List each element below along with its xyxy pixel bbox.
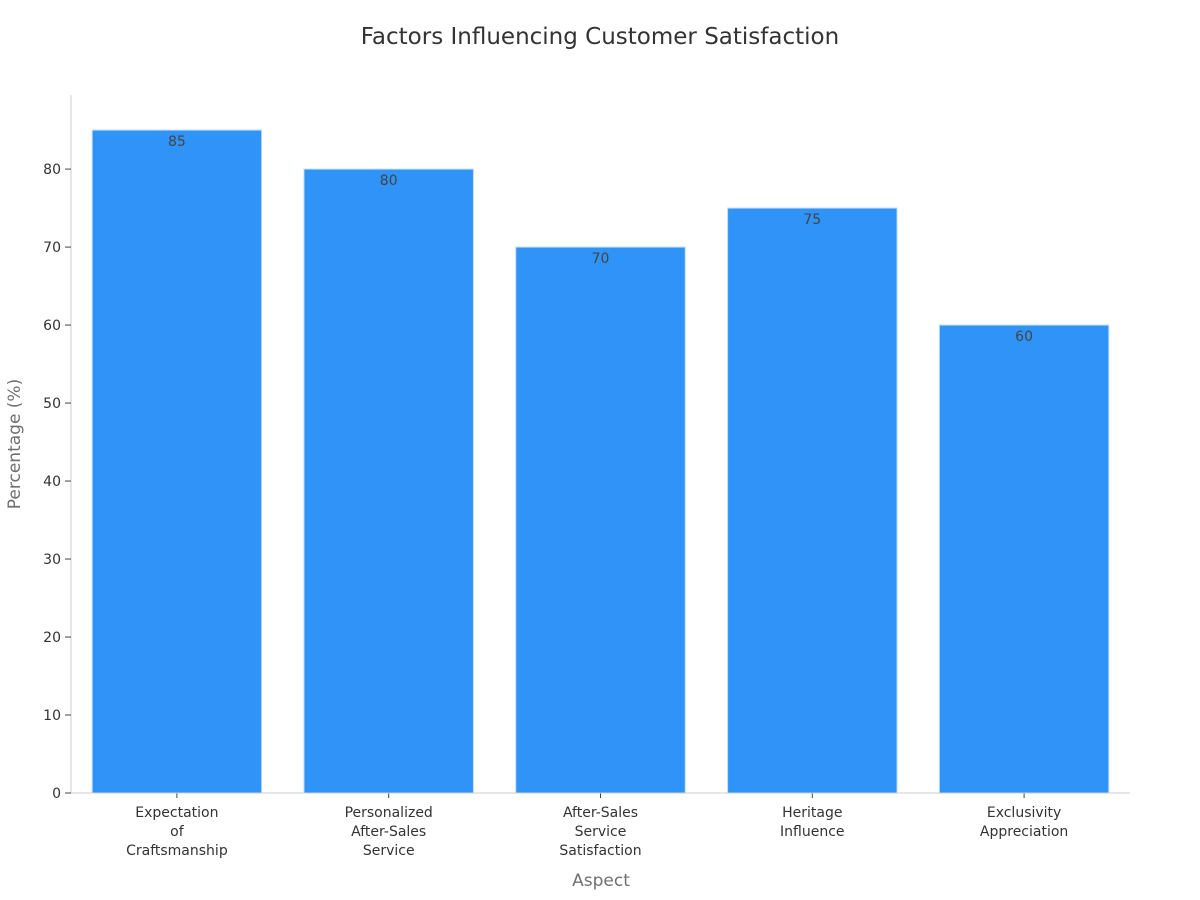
category-label-3: After-Sales Service Satisfaction [559, 805, 641, 859]
y-tick-label-0: 0 [52, 786, 61, 802]
data-label-3: 70 [592, 251, 610, 267]
bar-2 [303, 168, 474, 794]
category-label-4: Heritage Influence [780, 805, 845, 840]
bar-4 [727, 207, 898, 794]
bar-3 [515, 246, 686, 794]
y-tick-label-40: 40 [43, 474, 61, 490]
bars-layer: 85 80 70 75 60 [91, 129, 1110, 794]
chart-title: Factors Influencing Customer Satisfactio… [360, 24, 840, 50]
x-axis-title: Aspect [572, 871, 630, 891]
y-tick-label-10: 10 [43, 708, 61, 724]
y-axis-title: Percentage (%) [5, 379, 25, 509]
y-tick-label-70: 70 [43, 240, 61, 256]
data-label-2: 80 [380, 173, 398, 189]
data-label-4: 75 [803, 212, 821, 228]
data-label-5: 60 [1015, 329, 1033, 345]
bar-1 [91, 129, 263, 794]
y-tick-label-80: 80 [43, 162, 61, 178]
y-tick-label-20: 20 [43, 630, 61, 646]
y-tick-label-30: 30 [43, 552, 61, 568]
data-label-1: 85 [168, 134, 186, 150]
axes-layer: Expectation of Craftsmanship Personalized Af… [43, 95, 1130, 859]
bar-5 [938, 324, 1110, 794]
category-label-2: Personalized After-Sales Service [345, 805, 433, 859]
y-tick-label-60: 60 [43, 318, 61, 334]
y-tick-label-50: 50 [43, 396, 61, 412]
category-label-1: Expectation of Craftsmanship [126, 805, 228, 859]
category-label-5: Exclusivity Appreciation [980, 805, 1068, 840]
